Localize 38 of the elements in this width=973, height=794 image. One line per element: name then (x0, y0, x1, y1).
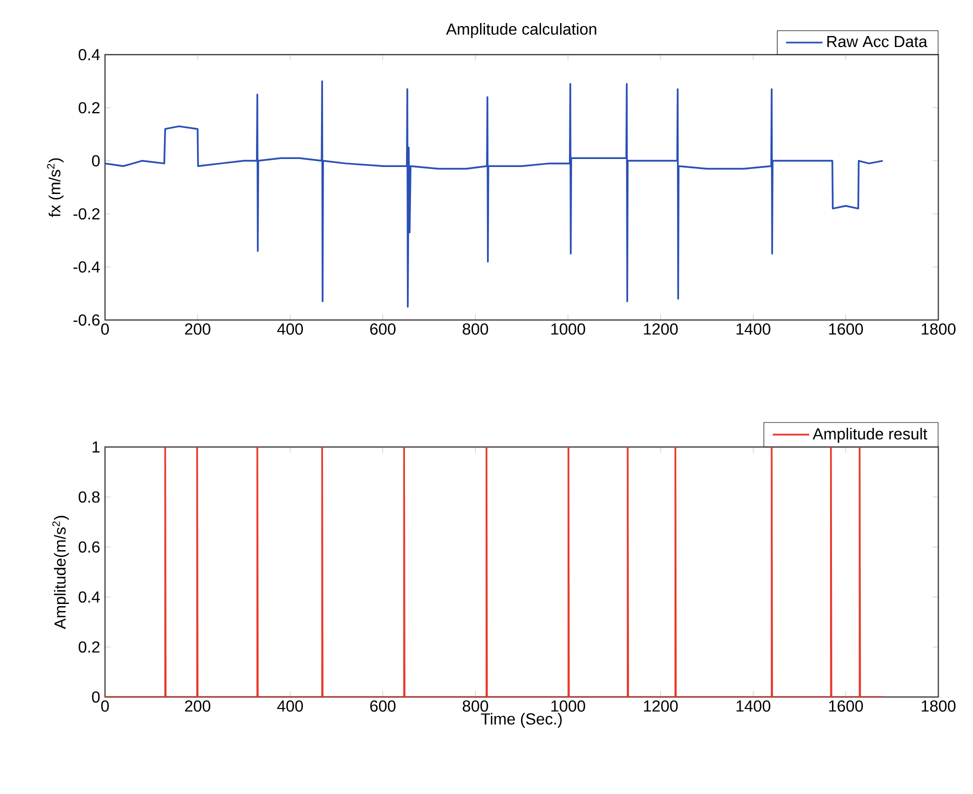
x-axis-title: Time (Sec.) (480, 712, 562, 728)
y-tick-label: 0.8 (78, 491, 100, 503)
y-tick-label: -0.6 (73, 314, 100, 326)
x-tick-label: 1800 (922, 700, 956, 712)
x-tick-label: 400 (277, 323, 303, 335)
x-tick-label: 0 (101, 323, 109, 335)
x-tick-label: 400 (277, 700, 303, 712)
y-tick-label: 0.4 (78, 49, 100, 60)
x-tick-label: 0 (101, 700, 109, 712)
chart-title: Amplitude calculation (446, 23, 596, 38)
x-tick-label: 600 (370, 700, 396, 712)
y-axis-title: Amplitude(m/s$^{2}$) (52, 516, 69, 630)
legend-label: Amplitude result (812, 428, 928, 443)
x-tick-label: 1400 (736, 700, 770, 712)
x-tick-label: 800 (462, 323, 488, 335)
x-tick-label: 800 (462, 700, 488, 712)
x-tick-label: 1200 (644, 323, 678, 335)
y-tick-label: 0.2 (78, 641, 100, 653)
legend-label: Raw Acc Data (827, 36, 928, 48)
y-tick-label: 0.4 (78, 591, 100, 603)
y-tick-label: -0.4 (73, 261, 100, 273)
x-tick-label: 1600 (829, 700, 863, 712)
x-tick-label: 1800 (922, 323, 956, 335)
y-tick-label: 0 (92, 691, 100, 703)
x-tick-label: 200 (185, 323, 210, 335)
y-tick-label: 1 (92, 442, 100, 453)
y-tick-label: -0.2 (73, 208, 100, 220)
y-axis-title: fx (m/s$^{2}$) (47, 158, 64, 218)
x-tick-label: 1200 (644, 700, 678, 712)
x-tick-label: 200 (185, 700, 210, 712)
x-tick-label: 1400 (736, 323, 770, 335)
x-tick-label: 600 (370, 323, 396, 335)
x-tick-label: 1600 (829, 323, 863, 335)
y-tick-label: 0.6 (78, 541, 100, 553)
x-tick-label: 1000 (551, 700, 586, 712)
y-tick-label: 0 (92, 155, 100, 166)
y-tick-label: 0.2 (78, 102, 100, 114)
x-tick-label: 1000 (551, 323, 586, 335)
